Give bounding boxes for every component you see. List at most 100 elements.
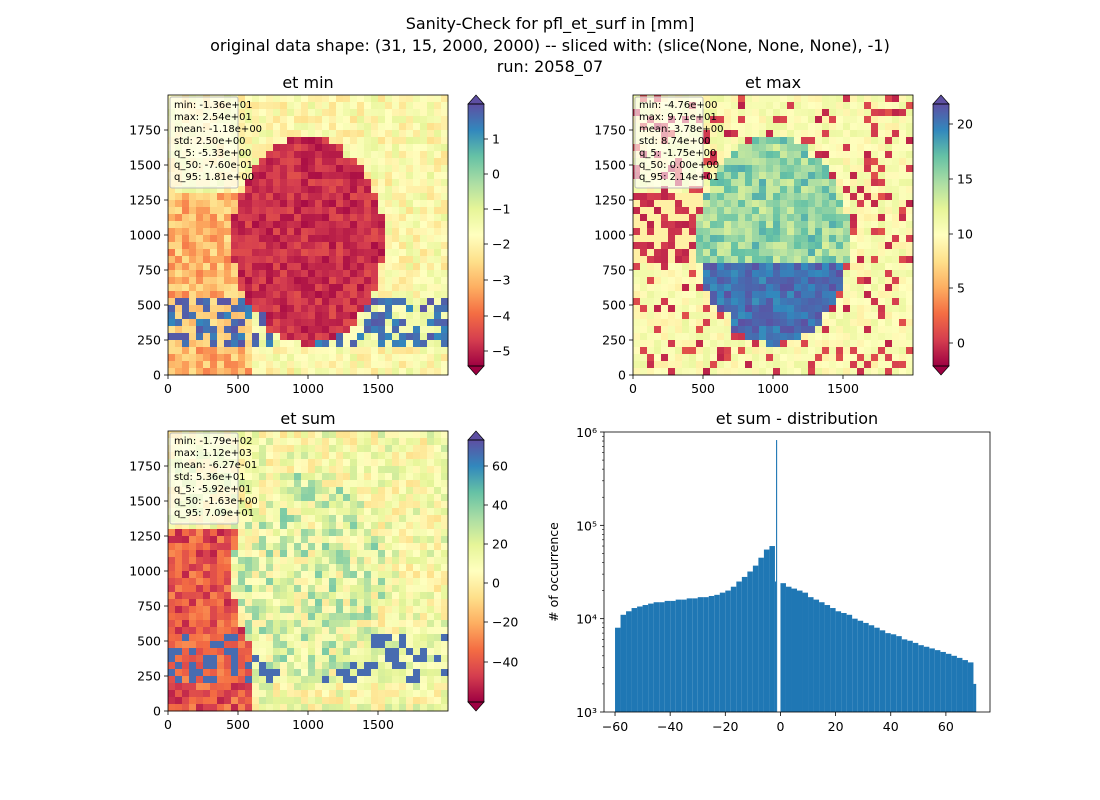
colorbar-tick-label: 0 xyxy=(492,167,500,182)
hist-bar xyxy=(841,613,847,712)
stats-line: std: 8.74e+00 xyxy=(639,136,711,147)
stats-box-frame xyxy=(169,432,239,525)
colorbar-extend-bottom xyxy=(467,701,485,712)
colorbar: 0 5 10 15 20 xyxy=(932,94,973,376)
hist-bar xyxy=(934,650,941,712)
hist-bar xyxy=(620,614,627,712)
panel-et-min: et min 0 500 1000 1500 0 250 500 750 1000 1250 1500… xyxy=(129,73,510,396)
y-tick-label: 500 xyxy=(137,298,161,313)
y-axis-label: # of occurrence xyxy=(546,522,561,622)
hist-bar xyxy=(703,597,709,712)
colorbar: −40 −20 0 20 40 60 xyxy=(467,430,518,712)
stats-line: min: -1.36e+01 xyxy=(174,100,253,111)
hist-bar xyxy=(846,614,853,712)
hist-bar xyxy=(708,595,715,712)
y-tick-label: 10⁶ xyxy=(576,425,597,440)
hist-bar xyxy=(896,636,902,712)
colorbar-tick-label: 20 xyxy=(492,537,508,552)
y-tick-label: 750 xyxy=(602,263,626,278)
colorbar-tick-label: 40 xyxy=(492,498,508,513)
hist-bar xyxy=(929,648,935,712)
colorbar-tick-label: −4 xyxy=(492,309,510,324)
y-tick-label: 1250 xyxy=(129,529,161,544)
hist-bar xyxy=(874,627,880,712)
hist-bar xyxy=(901,639,908,712)
y-tick-label: 1250 xyxy=(129,193,161,208)
y-tick-label: 1750 xyxy=(129,459,161,474)
hist-bar xyxy=(626,611,632,712)
colorbar-extend-top xyxy=(932,94,950,105)
y-tick-label: 750 xyxy=(137,599,161,614)
colorbar-extend-bottom xyxy=(932,365,950,376)
hist-bar xyxy=(808,597,814,712)
colorbar-tick-label: 60 xyxy=(492,459,508,474)
hist-bar xyxy=(741,576,748,712)
hist-bar xyxy=(802,592,809,712)
hist-bar xyxy=(664,600,671,712)
colorbar-extend-top xyxy=(467,94,485,105)
hist-bar xyxy=(769,546,775,712)
y-tick-label: 1000 xyxy=(129,564,161,579)
hist-bar xyxy=(868,625,875,712)
panel-et-sum-distribution: et sum - distribution −60 −40 −20 0 20 40 60 10³… xyxy=(546,409,991,734)
stats-line: q_5: -1.75e+00 xyxy=(639,148,716,159)
colorbar-frame xyxy=(932,103,950,367)
y-tick-label: 0 xyxy=(153,704,161,719)
hist-bar xyxy=(659,602,665,712)
stats-line: q_50: 0.00e+00 xyxy=(639,160,719,171)
stats-line: q_95: 2.14e+01 xyxy=(639,172,719,183)
hist-bar xyxy=(692,598,698,712)
hist-bar xyxy=(907,640,913,712)
hist-bar xyxy=(686,598,693,712)
y-tick-label: 500 xyxy=(602,298,626,313)
stats-line: mean: 3.78e+00 xyxy=(639,124,723,135)
plot-frame xyxy=(603,431,991,713)
stats-line: max: 9.71e+01 xyxy=(639,112,717,123)
x-tick-label: 500 xyxy=(226,717,250,732)
x-tick-label: −40 xyxy=(657,719,683,734)
x-tick-label: 500 xyxy=(691,381,715,396)
hist-bar xyxy=(890,634,897,712)
y-tick-label: 0 xyxy=(618,368,626,383)
y-tick-label: 1500 xyxy=(129,158,161,173)
hist-bar xyxy=(747,571,753,712)
hist-bar xyxy=(824,605,831,712)
y-tick-label: 0 xyxy=(153,368,161,383)
colorbar-tick-label: −40 xyxy=(492,655,518,670)
hist-bar xyxy=(675,599,682,712)
hist-bar xyxy=(852,618,858,712)
colorbar-tick-label: 0 xyxy=(957,336,965,351)
hist-bar xyxy=(776,440,778,712)
colorbar-gradient xyxy=(468,104,484,366)
colorbar-tick-label: −3 xyxy=(492,273,510,288)
colorbar-tick-label: −20 xyxy=(492,615,518,630)
hist-bar xyxy=(791,588,797,712)
colorbar-tick-label: 20 xyxy=(957,117,973,132)
hist-bar xyxy=(797,590,803,712)
heatmap-title: et min xyxy=(282,73,333,92)
figure-title-line-2: original data shape: (31, 15, 2000, 2000… xyxy=(210,36,890,55)
hist-bar xyxy=(780,583,786,712)
heatmap-title: et sum xyxy=(280,409,335,428)
hist-bar xyxy=(752,565,759,712)
x-tick-label: −60 xyxy=(602,719,628,734)
stats-line: std: 5.36e+01 xyxy=(174,472,246,483)
panel-et-sum: et sum 0 500 1000 1500 0 250 500 750 1000 1250 1500… xyxy=(129,409,518,732)
y-tick-label: 1250 xyxy=(594,193,626,208)
y-tick-label: 250 xyxy=(137,669,161,684)
stats-box-frame xyxy=(634,96,704,189)
stats-line: min: -1.79e+02 xyxy=(174,436,253,447)
x-tick-label: 1000 xyxy=(292,717,324,732)
hist-bar xyxy=(736,581,742,712)
x-tick-label: 60 xyxy=(938,719,954,734)
colorbar-tick-label: 0 xyxy=(492,576,500,591)
x-tick-label: 1500 xyxy=(362,381,394,396)
hist-bar xyxy=(697,597,704,712)
colorbar-tick-label: 1 xyxy=(492,132,500,147)
stats-line: q_5: -5.92e+01 xyxy=(174,484,251,495)
hist-bar xyxy=(631,608,638,712)
